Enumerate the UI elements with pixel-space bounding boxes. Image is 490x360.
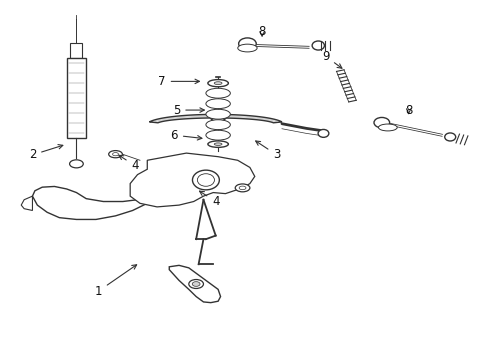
Ellipse shape xyxy=(109,150,122,158)
Polygon shape xyxy=(130,153,255,207)
Ellipse shape xyxy=(214,143,222,145)
Text: 4: 4 xyxy=(199,191,220,208)
Ellipse shape xyxy=(197,174,215,186)
Ellipse shape xyxy=(239,186,246,190)
Ellipse shape xyxy=(239,38,256,50)
Text: 2: 2 xyxy=(29,145,63,161)
Ellipse shape xyxy=(206,130,230,140)
Ellipse shape xyxy=(318,130,329,137)
Ellipse shape xyxy=(113,153,119,156)
Text: 8: 8 xyxy=(405,104,413,117)
Ellipse shape xyxy=(208,80,228,87)
Text: 4: 4 xyxy=(119,155,139,172)
Text: 5: 5 xyxy=(173,104,204,117)
Ellipse shape xyxy=(312,41,324,50)
Text: 8: 8 xyxy=(258,25,266,38)
Ellipse shape xyxy=(206,99,230,109)
Ellipse shape xyxy=(70,160,83,168)
Ellipse shape xyxy=(445,133,456,141)
Bar xyxy=(71,43,82,58)
Ellipse shape xyxy=(374,117,390,128)
Text: 1: 1 xyxy=(95,265,137,298)
Text: 7: 7 xyxy=(158,75,199,88)
Ellipse shape xyxy=(206,120,230,130)
Text: 9: 9 xyxy=(322,50,342,68)
Ellipse shape xyxy=(210,111,226,122)
Text: 3: 3 xyxy=(256,141,280,161)
Text: 6: 6 xyxy=(171,129,202,142)
Ellipse shape xyxy=(189,279,203,288)
Ellipse shape xyxy=(206,88,230,98)
Ellipse shape xyxy=(193,170,220,190)
Ellipse shape xyxy=(208,141,228,147)
Polygon shape xyxy=(32,186,147,220)
Polygon shape xyxy=(21,196,32,211)
Ellipse shape xyxy=(206,109,230,119)
Ellipse shape xyxy=(238,44,257,52)
Ellipse shape xyxy=(235,184,250,192)
Ellipse shape xyxy=(378,124,397,131)
Bar xyxy=(67,58,86,138)
Ellipse shape xyxy=(192,282,200,286)
Polygon shape xyxy=(169,265,220,303)
Ellipse shape xyxy=(214,82,222,85)
Polygon shape xyxy=(149,114,282,123)
